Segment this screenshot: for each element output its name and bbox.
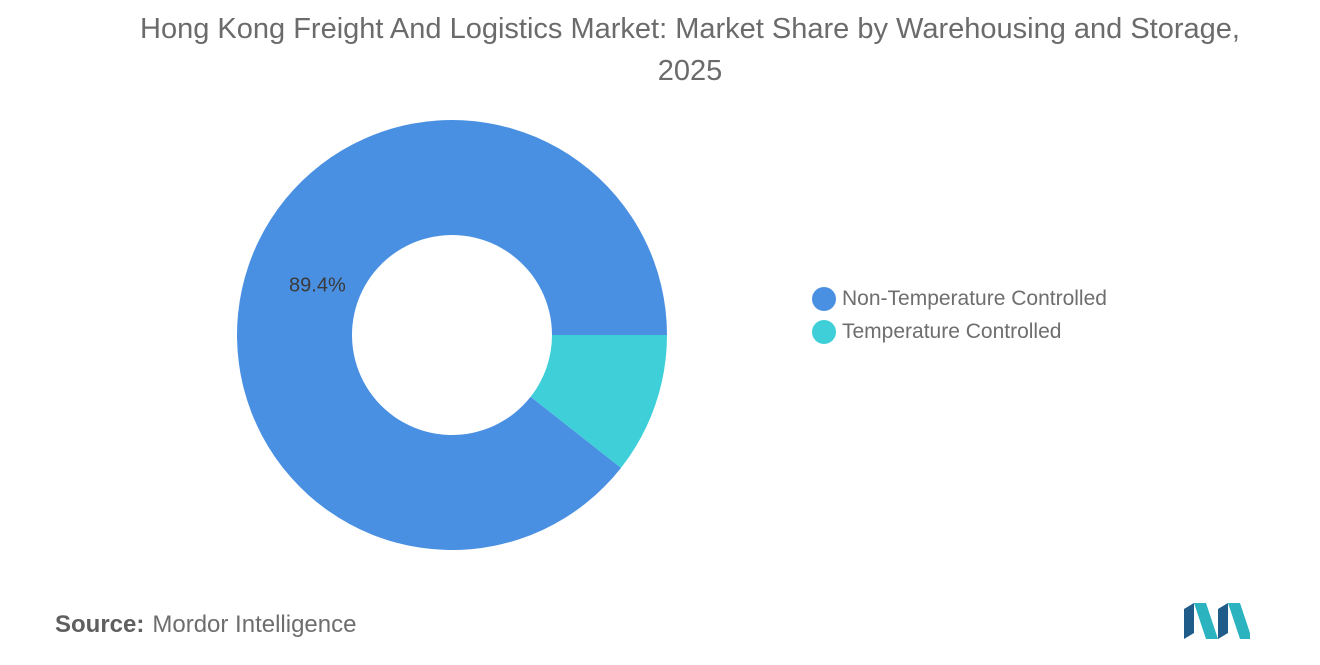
logo-right-diagonal	[1228, 603, 1250, 639]
chart-title-container: Hong Kong Freight And Logistics Market: …	[130, 8, 1250, 92]
chart-legend: Non-Temperature Controlled Temperature C…	[812, 283, 1107, 349]
logo-left-diagonal	[1194, 603, 1218, 639]
data-label-non-temperature-controlled: 89.4%	[289, 275, 346, 297]
legend-item-temperature-controlled[interactable]: Temperature Controlled	[812, 316, 1107, 348]
chart-title: Hong Kong Freight And Logistics Market: …	[140, 13, 1240, 87]
logo-left-bar	[1184, 603, 1194, 639]
source-key: Source:	[55, 611, 145, 638]
legend-item-non-temperature-controlled[interactable]: Non-Temperature Controlled	[812, 283, 1107, 315]
source-value: Mordor Intelligence	[152, 611, 357, 638]
legend-swatch-temperature-controlled	[812, 320, 836, 344]
mordor-intelligence-logo-icon	[1184, 603, 1250, 639]
slice-non-temperature-controlled[interactable]	[237, 119, 668, 550]
legend-swatch-non-temperature-controlled	[812, 287, 836, 311]
logo-middle-bar	[1218, 603, 1228, 639]
source-note: Source: Mordor Intelligence	[55, 611, 356, 639]
legend-label-non-temperature-controlled: Non-Temperature Controlled	[842, 287, 1107, 310]
slice-temperature-controlled[interactable]	[530, 335, 667, 468]
legend-label-temperature-controlled: Temperature Controlled	[842, 320, 1062, 343]
